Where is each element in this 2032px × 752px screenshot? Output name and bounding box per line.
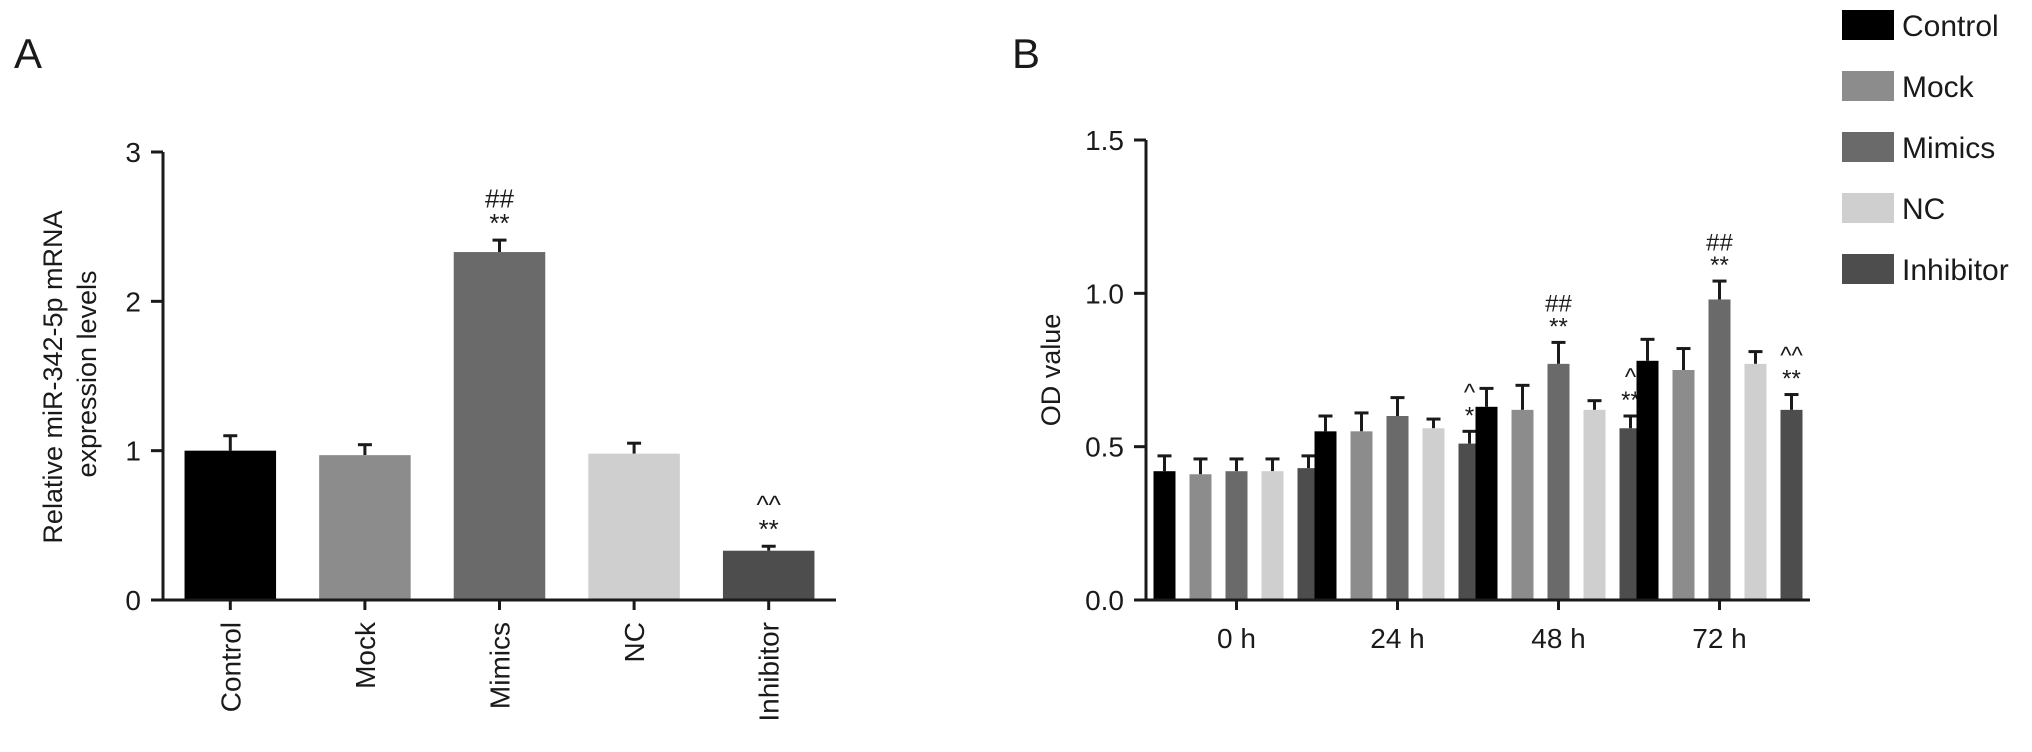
panel-b-bar-48-h-mimics-annotation: ** — [1549, 313, 1568, 340]
panel-a-bar-mock — [319, 455, 411, 600]
panel-b-bar-48-h-inhibitor — [1619, 428, 1642, 600]
legend-swatch-nc — [1842, 193, 1894, 223]
legend-swatch-mock — [1842, 71, 1894, 101]
panel-b-bar-48-h-inhibitor-annotation: ^ — [1625, 364, 1637, 391]
legend-swatch-inhibitor — [1842, 254, 1894, 284]
panel-b-bar-48-h-inhibitor-annotation: ** — [1621, 387, 1640, 414]
panel-a-bar-inhibitor — [722, 550, 815, 600]
panel-b-bar-48-h-mimics — [1547, 363, 1570, 600]
panel-a-y-tick-label: 3 — [125, 137, 141, 168]
panel-a-bar-control — [184, 450, 277, 600]
panel-a-bar-mimics-annotation: ** — [489, 208, 509, 238]
panel-a-y-tick-label: 1 — [125, 436, 141, 467]
panel-b-bar-24-h-mimics — [1386, 416, 1409, 600]
panel-b-bar-24-h-mock — [1350, 431, 1373, 600]
panel-b-bar-24-h-inhibitor-annotation: ^ — [1464, 380, 1476, 407]
panel-a-bar-mimics-annotation: ## — [485, 183, 514, 213]
panel-b-y-tick-label: 0.0 — [1085, 585, 1124, 616]
panel-a-y-axis-label: Relative miR-342-5p mRNA expression leve… — [38, 204, 102, 543]
panel-b-bar-24-h-inhibitor — [1458, 443, 1481, 600]
panel-b-bar-72-h-inhibitor-annotation: ** — [1782, 366, 1801, 393]
panel-b-x-tick-label: 24 h — [1370, 623, 1425, 654]
panel-b-legend: Control Mock Mimics NC Inhibitor — [1842, 10, 2009, 287]
panel-b-bar-72-h-mimics-annotation: ** — [1710, 252, 1729, 279]
legend-label-mimics: Mimics — [1902, 132, 1995, 165]
panel-a-y-ticks: 0 1 2 3 — [125, 137, 163, 616]
panel-a-x-tick-label: Inhibitor — [754, 622, 785, 722]
panel-a-x-tick-label: Control — [215, 622, 246, 712]
panel-b-bar-0-h-nc — [1261, 471, 1284, 600]
panel-b-x-tick-label: 0 h — [1217, 623, 1256, 654]
panel-a-letter: A — [14, 30, 42, 77]
panel-a-bar-nc — [588, 453, 680, 600]
panel-a-bar-mimics — [453, 252, 546, 600]
legend-label-inhibitor: Inhibitor — [1902, 254, 2009, 287]
panel-b: B ^*##**^**##**^^** 0.00.51.01.5 0 h 24 h… — [1012, 10, 2009, 654]
panel-a-x-tick-label: NC — [619, 622, 650, 662]
panel-b-bar-0-h-inhibitor — [1297, 468, 1320, 600]
panel-a-y-tick-label: 0 — [125, 585, 141, 616]
panel-b-bar-48-h-nc — [1583, 409, 1606, 600]
panel-b-y-tick-label: 1.0 — [1085, 278, 1124, 309]
panel-b-bar-48-h-mock — [1511, 409, 1534, 600]
panel-b-bar-72-h-mimics-annotation: ## — [1706, 229, 1733, 256]
panel-b-letter: B — [1012, 30, 1040, 77]
panel-b-bar-72-h-inhibitor — [1780, 409, 1803, 600]
panel-b-y-ticks: 0.0 0.5 1.0 1.5 — [1085, 125, 1146, 616]
panel-a-bars: ##**^^** — [184, 183, 815, 600]
panel-b-bar-72-h-mock — [1672, 370, 1695, 600]
legend-label-control: Control — [1902, 10, 1999, 43]
panel-a-bar-inhibitor-annotation: ** — [759, 514, 779, 544]
panel-b-x-tick-label: 48 h — [1531, 623, 1586, 654]
panel-b-bar-72-h-nc — [1744, 363, 1767, 600]
panel-b-bar-24-h-inhibitor-annotation: * — [1465, 402, 1474, 429]
panel-a-x-ticks: Control Mock Mimics NC Inhibitor — [215, 600, 785, 722]
legend-swatch-mimics — [1842, 132, 1894, 162]
panel-b-y-tick-label: 1.5 — [1085, 125, 1124, 156]
panel-a-x-tick-label: Mock — [350, 621, 381, 689]
panel-b-bar-48-h-control — [1475, 406, 1498, 600]
panel-b-x-tick-label: 72 h — [1692, 623, 1747, 654]
panel-b-y-axis-label: OD value — [1036, 314, 1066, 427]
panel-b-bar-72-h-control — [1636, 360, 1659, 600]
legend-label-mock: Mock — [1902, 71, 1975, 104]
panel-b-bar-24-h-control — [1314, 431, 1337, 600]
panel-b-bar-24-h-nc — [1422, 428, 1445, 600]
panel-b-bars: ^*##**^**##**^^** — [1153, 229, 1803, 600]
panel-a-bar-inhibitor-annotation: ^^ — [756, 490, 781, 520]
panel-b-bar-72-h-inhibitor-annotation: ^^ — [1780, 343, 1803, 370]
panel-a-x-tick-label: Mimics — [485, 622, 516, 709]
panel-a-y-tick-label: 2 — [125, 286, 141, 317]
panel-b-bar-72-h-mimics — [1708, 299, 1731, 600]
panel-b-bar-48-h-mimics-annotation: ## — [1545, 291, 1572, 318]
legend-label-nc: NC — [1902, 193, 1945, 226]
panel-b-y-tick-label: 0.5 — [1085, 432, 1124, 463]
panel-b-bar-0-h-control — [1153, 471, 1176, 600]
panel-b-x-ticks: 0 h 24 h 48 h 72 h — [1217, 600, 1747, 654]
legend-swatch-control — [1842, 10, 1894, 40]
panel-b-bar-0-h-mock — [1189, 474, 1212, 600]
panel-b-bar-0-h-mimics — [1225, 471, 1248, 600]
